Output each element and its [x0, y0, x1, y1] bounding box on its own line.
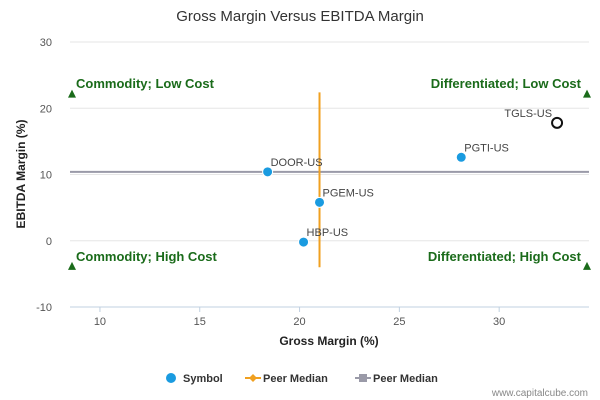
legend-label: Symbol: [183, 373, 223, 385]
data-point-label: TGLS-US: [504, 108, 552, 120]
quadrant-marker-triangle: [68, 261, 76, 270]
axes: [70, 306, 589, 312]
data-point-hollow: [551, 116, 564, 129]
x-axis-title: Gross Margin (%): [279, 334, 378, 348]
x-tick-label: 15: [194, 316, 206, 328]
quadrant-marker-triangle: [68, 89, 76, 98]
quadrant-label: Differentiated; Low Cost: [431, 76, 582, 91]
credit-text: www.capitalcube.com: [491, 388, 588, 399]
y-tick-label: 10: [40, 170, 52, 182]
data-point: [298, 236, 310, 248]
data-point: [314, 196, 326, 208]
quadrant-label: Differentiated; High Cost: [428, 249, 582, 264]
y-tick-label: -10: [36, 302, 52, 314]
y-tick-labels: -10 0 10 20 30: [36, 37, 52, 314]
legend-marker-diamond: [249, 374, 257, 382]
peer-median-lines: [70, 92, 589, 268]
x-tick-label: 30: [493, 316, 505, 328]
y-tick-label: 20: [40, 103, 52, 115]
quadrant-marker-triangle: [583, 89, 591, 98]
data-point-label: HBP-US: [307, 227, 349, 239]
quadrant-label: Commodity; Low Cost: [76, 76, 215, 91]
quadrant-marker-triangle: [583, 261, 591, 270]
x-tick-label: 25: [393, 316, 405, 328]
data-point-label: DOOR-US: [271, 157, 323, 169]
x-tick-label: 10: [94, 316, 106, 328]
y-tick-label: 0: [46, 236, 52, 248]
y-gridlines: [70, 41, 589, 242]
y-tick-label: 30: [40, 37, 52, 49]
data-points: DOOR-US PGTI-US PGEM-US HBP-US TGLS-US: [262, 108, 564, 248]
quadrant-labels: Commodity; Low Cost Differentiated; Low C…: [68, 76, 591, 270]
legend: Symbol Peer Median Peer Median: [166, 373, 438, 385]
legend-label: Peer Median: [263, 373, 328, 385]
x-tick-label: 20: [293, 316, 305, 328]
legend-label: Peer Median: [373, 373, 438, 385]
legend-marker-circle: [166, 373, 176, 383]
data-point: [262, 166, 274, 178]
legend-marker-square: [359, 374, 367, 382]
data-point: [455, 151, 467, 163]
y-axis-title: EBITDA Margin (%): [14, 120, 28, 229]
chart-title: Gross Margin Versus EBITDA Margin: [176, 8, 424, 25]
x-tick-labels: 10 15 20 25 30: [94, 316, 505, 328]
data-point-label: PGEM-US: [323, 187, 374, 199]
data-point-label: PGTI-US: [464, 142, 509, 154]
quadrant-label: Commodity; High Cost: [76, 249, 217, 264]
